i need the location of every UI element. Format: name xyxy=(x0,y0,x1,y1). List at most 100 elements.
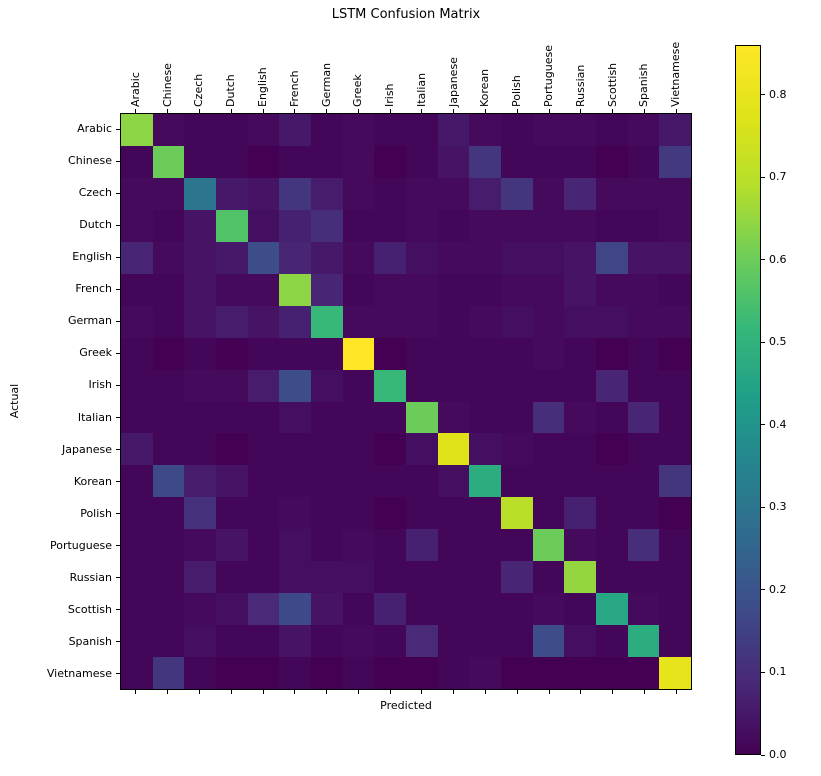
heatmap-cell xyxy=(437,305,470,338)
heatmap-cell xyxy=(405,114,438,146)
colorbar-gradient xyxy=(736,46,760,754)
x-tick-label: Italian xyxy=(414,72,428,107)
heatmap-cell xyxy=(532,497,565,530)
heatmap-cell xyxy=(469,401,501,434)
colorbar-tick-label: 0.1 xyxy=(769,665,787,679)
heatmap-cell xyxy=(152,145,185,178)
heatmap-cell xyxy=(405,401,438,434)
y-axis-tick-mark xyxy=(116,160,120,162)
heatmap-cell xyxy=(247,241,280,274)
heatmap-cell xyxy=(595,145,628,178)
heatmap-cell xyxy=(595,273,628,306)
heatmap-cell xyxy=(627,241,660,274)
heatmap-cell xyxy=(184,625,216,658)
x-axis-tick-mark xyxy=(675,109,677,113)
heatmap-cell xyxy=(469,593,501,626)
heatmap-cell xyxy=(627,209,660,242)
heatmap-cell xyxy=(310,593,343,626)
heatmap-cell xyxy=(152,305,185,338)
x-axis-tick-mark xyxy=(389,109,391,113)
heatmap-cell xyxy=(374,401,406,434)
heatmap-cell xyxy=(374,625,406,658)
heatmap-cell xyxy=(184,209,216,242)
heatmap-cell xyxy=(121,433,153,466)
heatmap-cell xyxy=(215,305,248,338)
x-axis-tick-mark xyxy=(612,109,614,113)
heatmap-cell xyxy=(374,114,406,146)
heatmap-cell xyxy=(437,433,470,466)
heatmap-cell xyxy=(437,241,470,274)
heatmap-cell xyxy=(152,433,185,466)
heatmap-cell xyxy=(247,497,280,530)
colorbar-tick-mark xyxy=(761,589,765,591)
heatmap-cell xyxy=(310,177,343,210)
heatmap-cell xyxy=(627,177,660,210)
heatmap-cell xyxy=(279,465,311,498)
heatmap-cell xyxy=(532,114,565,146)
heatmap-cell xyxy=(152,593,185,626)
heatmap-cell xyxy=(121,145,153,178)
heatmap-cell xyxy=(627,657,660,689)
heatmap-cell xyxy=(564,625,596,658)
heatmap-cell xyxy=(595,657,628,689)
heatmap-cell xyxy=(279,369,311,402)
heatmap-cell xyxy=(247,465,280,498)
y-axis-tick-mark xyxy=(116,577,120,579)
heatmap-cell xyxy=(184,401,216,434)
heatmap-cell xyxy=(500,561,533,594)
colorbar-tick-label: 0.4 xyxy=(769,417,787,431)
heatmap-cell xyxy=(469,114,501,146)
heatmap-cell xyxy=(279,273,311,306)
heatmap-cell xyxy=(374,241,406,274)
heatmap-cell xyxy=(342,529,375,562)
x-tick-label: Russian xyxy=(573,64,587,107)
heatmap-cell xyxy=(500,657,533,689)
heatmap-cell xyxy=(627,497,660,530)
heatmap-cell xyxy=(532,241,565,274)
heatmap-cell xyxy=(532,209,565,242)
y-axis-tick-mark xyxy=(116,288,120,290)
x-axis-tick-mark xyxy=(643,109,645,113)
heatmap-cell xyxy=(215,273,248,306)
y-tick-label: Chinese xyxy=(68,154,112,168)
heatmap-cell xyxy=(437,145,470,178)
heatmap-cell xyxy=(532,657,565,689)
heatmap-cell xyxy=(279,657,311,689)
heatmap-cell xyxy=(310,657,343,689)
x-axis-tick-mark xyxy=(230,690,232,694)
heatmap-cell xyxy=(532,305,565,338)
heatmap-cell xyxy=(247,305,280,338)
heatmap-cell xyxy=(627,529,660,562)
heatmap-cell xyxy=(121,593,153,626)
heatmap-cell xyxy=(659,241,691,274)
heatmap-cell xyxy=(405,529,438,562)
heatmap-cell xyxy=(500,145,533,178)
heatmap-cell xyxy=(374,529,406,562)
heatmap-cell xyxy=(215,177,248,210)
heatmap-cell xyxy=(437,401,470,434)
x-axis-tick-mark xyxy=(516,690,518,694)
heatmap-cell xyxy=(215,401,248,434)
heatmap-cell xyxy=(564,273,596,306)
heatmap-cell xyxy=(184,657,216,689)
heatmap-cell xyxy=(500,273,533,306)
heatmap-cell xyxy=(595,497,628,530)
heatmap-cell xyxy=(627,401,660,434)
heatmap-cell xyxy=(595,433,628,466)
y-axis-tick-mark xyxy=(116,481,120,483)
heatmap-cell xyxy=(152,241,185,274)
heatmap-cell xyxy=(595,401,628,434)
heatmap-cell xyxy=(659,561,691,594)
y-tick-label: Spanish xyxy=(68,634,112,648)
y-tick-label: Korean xyxy=(73,474,112,488)
y-axis-tick-mark xyxy=(116,417,120,419)
heatmap-cell xyxy=(500,401,533,434)
colorbar-tick-label: 0.5 xyxy=(769,335,787,349)
y-tick-label: Italian xyxy=(77,410,112,424)
heatmap-cell xyxy=(310,273,343,306)
heatmap-cell xyxy=(184,369,216,402)
y-tick-label: Polish xyxy=(80,506,112,520)
heatmap-cell xyxy=(405,497,438,530)
x-axis-tick-mark xyxy=(580,690,582,694)
heatmap-cell xyxy=(374,305,406,338)
